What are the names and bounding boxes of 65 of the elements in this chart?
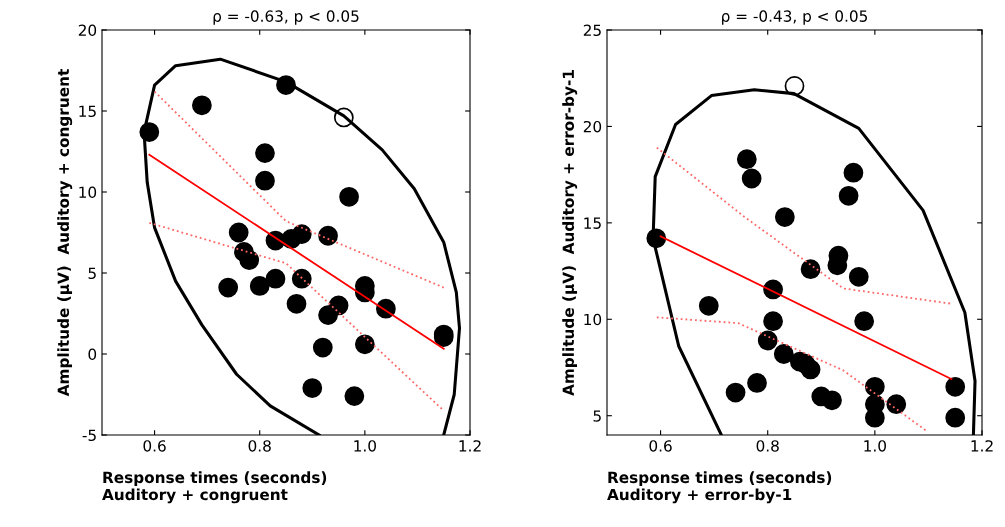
y-tick-label: 0 <box>88 348 97 361</box>
point <box>312 337 333 358</box>
x-axis-title: Response times (seconds) Auditory + congruent <box>102 471 327 504</box>
point <box>854 311 875 332</box>
line-series <box>655 316 928 433</box>
x-tick-label: 0.8 <box>756 440 779 452</box>
x-tick-label: 0.6 <box>649 440 672 452</box>
point <box>800 259 821 280</box>
point <box>736 149 757 170</box>
point <box>725 382 746 403</box>
y-tick-label: 25 <box>583 24 601 37</box>
point <box>344 386 365 407</box>
point <box>249 276 270 296</box>
point <box>239 250 260 270</box>
point <box>774 207 795 227</box>
y-tick-label: 10 <box>584 313 602 326</box>
point <box>864 407 885 428</box>
point <box>228 222 249 243</box>
y-tick-label: -5 <box>82 429 96 442</box>
y-tick-label: 15 <box>79 105 96 118</box>
x-tick-label: 1.2 <box>459 440 481 452</box>
y-tick-label: 5 <box>88 267 96 280</box>
y-axis-title: Amplitude (μV) Auditory + error-by-1 <box>562 70 578 396</box>
point <box>218 277 239 298</box>
point <box>339 186 359 207</box>
point <box>800 359 821 380</box>
x-tick-label: 0.8 <box>248 440 271 452</box>
point <box>286 293 307 314</box>
point <box>757 330 778 351</box>
x-tick-label: 1.0 <box>354 440 376 452</box>
point <box>843 162 864 183</box>
point <box>191 95 212 116</box>
point <box>822 390 842 411</box>
x-tick-label: 1.2 <box>971 440 993 452</box>
x-tick-label: 1.0 <box>864 440 886 452</box>
point <box>291 224 312 245</box>
x-axis-title: Response times (seconds) Auditory + error-by-1 <box>607 471 832 504</box>
point <box>945 376 966 397</box>
y-tick-label: 5 <box>593 410 601 422</box>
point <box>763 311 783 332</box>
point <box>848 266 869 287</box>
point <box>302 378 323 398</box>
point <box>354 334 375 355</box>
point <box>741 168 762 189</box>
point <box>318 225 338 246</box>
point <box>945 407 966 428</box>
y-tick-label: 20 <box>78 24 97 37</box>
point <box>838 185 859 206</box>
chart-title: ρ = -0.43, p < 0.05 <box>722 10 868 25</box>
point <box>255 143 275 164</box>
point <box>773 344 794 364</box>
y-tick-label: 10 <box>79 186 97 199</box>
point <box>864 376 885 397</box>
point <box>291 268 312 289</box>
point <box>747 373 767 393</box>
point <box>265 268 286 289</box>
chart-title: ρ = -0.63, p < 0.05 <box>213 10 359 25</box>
point <box>318 305 338 326</box>
y-axis-title: Amplitude (μV) Auditory + congruent <box>57 69 73 397</box>
point <box>698 295 719 316</box>
y-tick-label: 20 <box>583 120 602 133</box>
point <box>255 170 275 191</box>
y-tick-label: 15 <box>584 217 601 229</box>
point <box>886 394 907 415</box>
x-tick-label: 0.6 <box>143 440 166 452</box>
